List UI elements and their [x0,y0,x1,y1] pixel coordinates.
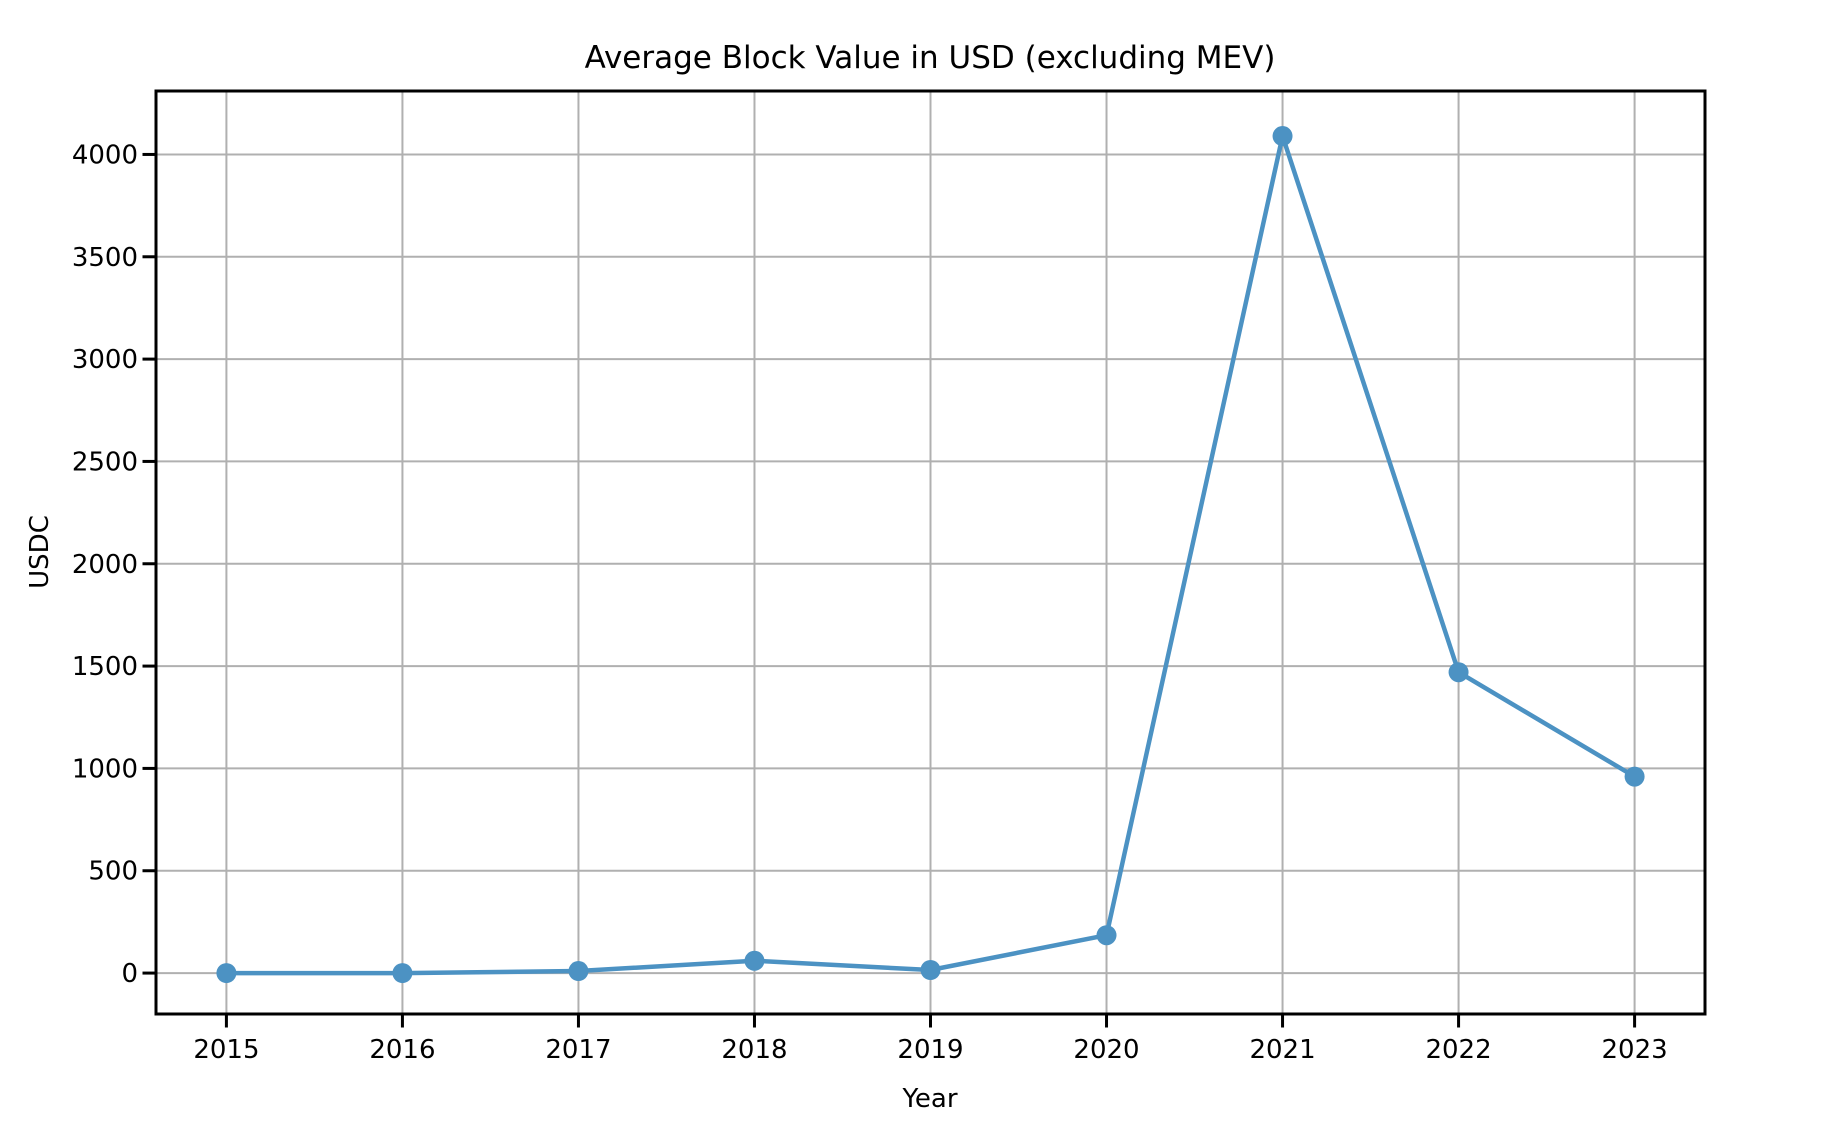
x-axis-label: Year [901,1084,957,1114]
x-tick-label: 2021 [1249,1035,1315,1065]
data-point [216,963,237,984]
data-point [392,963,413,984]
x-tick-label: 2023 [1602,1035,1668,1065]
x-tick-label: 2016 [369,1035,435,1065]
data-point [568,961,589,982]
x-tick-label: 2017 [545,1035,611,1065]
x-tick-label: 2019 [897,1035,963,1065]
data-point [920,959,941,980]
data-point [1096,925,1117,946]
x-tick-label: 2022 [1425,1035,1491,1065]
y-tick-label: 3500 [72,243,138,273]
series-layer [216,126,1645,984]
data-point [1448,662,1469,683]
y-tick-label: 1000 [72,754,138,784]
chart-title: Average Block Value in USD (excluding ME… [585,40,1276,76]
x-tick-label: 2018 [721,1035,787,1065]
grid-layer [156,91,1705,1014]
plot-border [154,89,1707,1016]
y-tick-label: 0 [121,959,138,989]
y-tick-label: 3000 [72,345,138,375]
tick-layer: 2015 2016 2017 2018 2019 2020 2021 2022 2023 0 500… [72,140,1668,1065]
y-tick-label: 2500 [72,447,138,477]
data-point [1624,766,1645,787]
x-tick-label: 2015 [193,1035,259,1065]
x-tick-label: 2020 [1073,1035,1139,1065]
data-point [1272,126,1293,147]
y-tick-label: 500 [88,857,138,887]
y-tick-label: 1500 [72,652,138,682]
y-tick-label: 4000 [72,140,138,170]
y-axis-label: USDC [25,515,55,589]
y-tick-label: 2000 [72,550,138,580]
data-point [744,950,765,971]
